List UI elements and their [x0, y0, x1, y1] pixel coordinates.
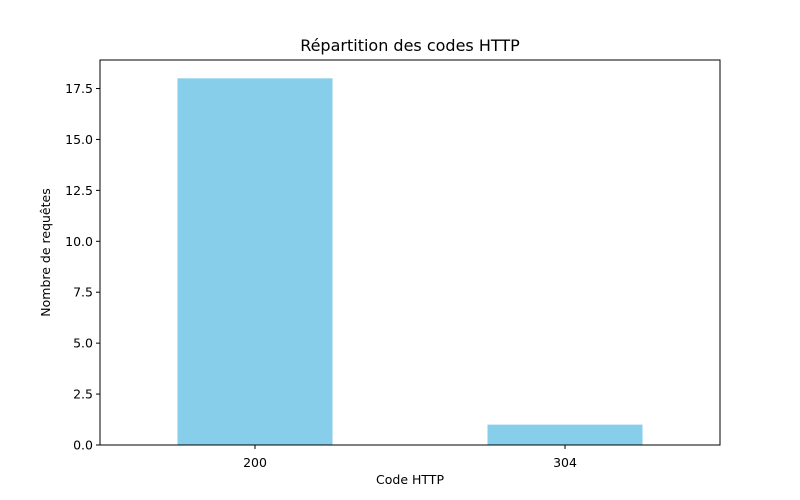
bars-group	[177, 78, 643, 445]
x-tick-label: 304	[553, 455, 577, 470]
y-axis: 0.0 2.5 5.0 7.5 10.0 12.5 15.0 17.5	[65, 81, 100, 453]
plot-frame	[99, 59, 721, 446]
y-tick-label: 12.5	[65, 183, 93, 198]
y-tick-label: 17.5	[65, 81, 93, 96]
x-axis-label: Code HTTP	[376, 472, 444, 487]
y-tick-label: 5.0	[73, 336, 93, 351]
y-axis-label: Nombre de requêtes	[38, 188, 53, 316]
x-tick-label: 200	[243, 455, 267, 470]
bar-304	[487, 424, 643, 445]
y-tick-label: 2.5	[73, 387, 93, 402]
x-axis: 200 304	[243, 445, 577, 470]
y-tick-label: 0.0	[73, 438, 93, 453]
y-tick-label: 10.0	[65, 234, 93, 249]
chart-title: Répartition des codes HTTP	[300, 36, 520, 55]
bar-200	[177, 78, 333, 445]
y-tick-label: 7.5	[73, 285, 93, 300]
y-tick-label: 15.0	[65, 132, 93, 147]
